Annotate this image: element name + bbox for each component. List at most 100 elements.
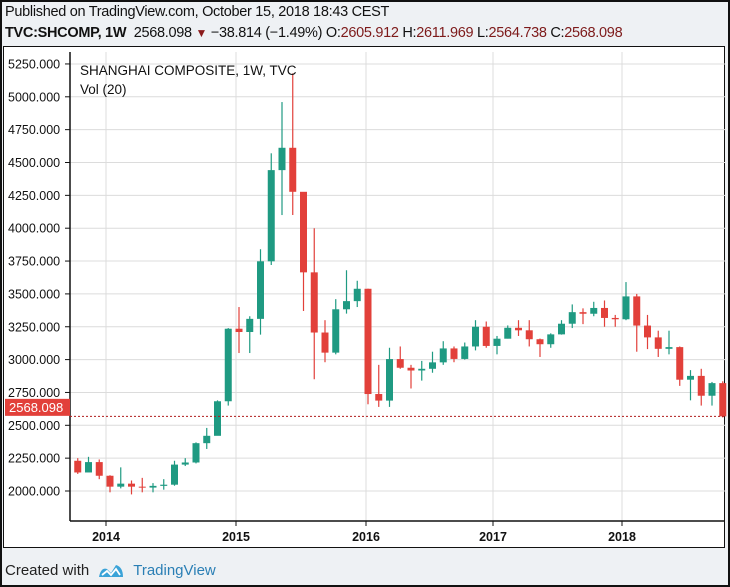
candle-body (192, 443, 200, 463)
candle (224, 328, 232, 406)
candle-body (493, 338, 501, 346)
candle (579, 308, 587, 325)
candle (181, 458, 189, 467)
candle-body (321, 332, 329, 353)
down-triangle-icon: ▼ (195, 26, 208, 40)
tradingview-logo-icon (99, 565, 124, 577)
candle (461, 342, 469, 360)
candle-body (515, 327, 522, 331)
candle-body (697, 375, 705, 396)
candle-body (525, 330, 533, 340)
candle-body (246, 318, 254, 333)
candle-body (547, 334, 555, 345)
candle (85, 456, 92, 473)
candle (364, 288, 372, 405)
x-tick-label: 2016 (352, 530, 380, 544)
candle-body (396, 359, 404, 368)
candle-body (160, 484, 168, 486)
candle-body (386, 359, 393, 401)
x-tick-label: 2017 (479, 530, 507, 544)
tradingview-link[interactable]: TradingView (133, 561, 216, 579)
close-value: 2568.098 (564, 25, 623, 41)
y-tick-label: 4250.000 (8, 189, 60, 203)
candle (278, 102, 286, 216)
candle (386, 347, 393, 407)
y-tick-label: 2250.000 (8, 452, 60, 466)
candle (439, 341, 447, 365)
candle-body (364, 288, 372, 395)
candle-body (138, 486, 146, 488)
candle-body (687, 375, 694, 380)
candle (353, 280, 361, 308)
candle (644, 314, 651, 350)
x-tick-label: 2018 (608, 530, 636, 544)
high-value: 2611.969 (416, 25, 474, 41)
candle (407, 364, 415, 389)
candle-body (332, 309, 340, 353)
low-label: L: (477, 25, 489, 41)
candle-body (375, 394, 383, 401)
y-tick-label: 4000.000 (8, 222, 60, 236)
candle (611, 314, 619, 327)
low-value: 2564.738 (488, 25, 547, 41)
candle-body (536, 339, 544, 345)
current-price-tag (5, 398, 70, 416)
chart-title: SHANGHAI COMPOSITE, 1W, TVC (80, 63, 297, 78)
candle-body (665, 347, 673, 349)
candle-body (601, 307, 608, 318)
candle (590, 301, 598, 317)
candle-body (590, 307, 598, 314)
candle (536, 338, 544, 357)
close-label: C: (550, 25, 565, 41)
y-tick-label: 4750.000 (8, 123, 60, 137)
candle (289, 73, 297, 216)
x-tick-label: 2014 (92, 530, 120, 544)
candle (708, 381, 716, 406)
candle-body (267, 170, 275, 262)
candle (171, 460, 178, 486)
candle-body (149, 485, 157, 488)
candle (321, 320, 329, 363)
y-tick-label: 3000.000 (8, 353, 60, 367)
candle-body (289, 147, 297, 192)
candle (601, 300, 608, 327)
candle-body (568, 312, 576, 324)
candle-body (472, 326, 479, 347)
candle (106, 475, 114, 493)
candle (504, 325, 512, 339)
candle (633, 293, 641, 352)
candle-body (343, 301, 350, 310)
candle (525, 320, 533, 347)
candle-body (171, 464, 178, 485)
y-tick-label: 3250.000 (8, 320, 60, 334)
y-tick-label: 3500.000 (8, 287, 60, 301)
candle (622, 282, 630, 321)
candle (343, 270, 350, 314)
candle-body (353, 288, 361, 302)
indicator-label: Vol (20) (80, 82, 127, 97)
y-tick-label: 4500.000 (8, 156, 60, 170)
candle-body (74, 460, 82, 473)
created-with: Created with (5, 561, 90, 579)
candle (257, 249, 264, 335)
candle (214, 400, 221, 436)
candle-body (439, 348, 447, 363)
published-line: Published on TradingView.com, October 15… (5, 4, 390, 20)
footer: Created with TradingView (5, 561, 216, 579)
candle-body (85, 462, 92, 473)
y-tick-label: 2500.000 (8, 419, 60, 433)
candle-body (128, 483, 135, 487)
symbol: TVC:SHCOMP, 1W (5, 25, 127, 41)
y-tick-label: 2000.000 (8, 485, 60, 499)
candle-body (558, 323, 565, 335)
last-price: 2568.098 (133, 25, 192, 41)
candle (396, 346, 404, 369)
candle-body (708, 383, 716, 396)
candle (74, 458, 82, 474)
candle (558, 320, 565, 335)
candle-body (224, 328, 232, 402)
candle-body (579, 312, 587, 314)
candle (267, 153, 275, 265)
